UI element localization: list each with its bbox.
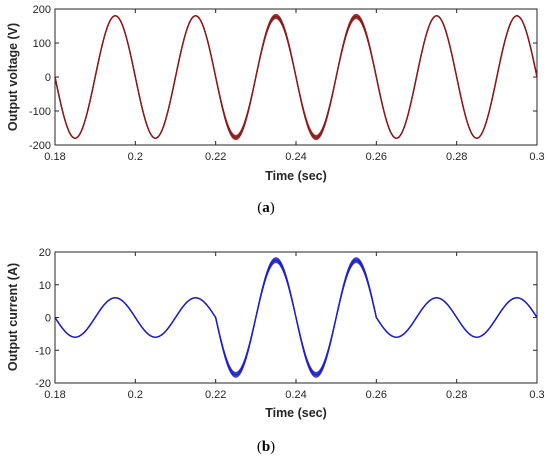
y-tick-label: 0 [45, 72, 51, 84]
y-tick-label: 0 [45, 313, 51, 325]
x-tick-label: 0.26 [366, 151, 387, 163]
caption-letter-a: a [262, 200, 270, 216]
x-tick-label: 0.26 [366, 389, 387, 401]
y-tick-label: -200 [29, 140, 51, 152]
x-ticks-b: 0.18 0.2 0.22 0.24 0.26 0.28 0.3 [44, 252, 545, 401]
series-line [54, 259, 538, 376]
y-tick-label: -10 [35, 345, 51, 357]
x-tick-label: 0.22 [205, 389, 226, 401]
x-tick-label: 0.28 [446, 151, 467, 163]
x-tick-label: 0.3 [529, 389, 544, 401]
y-ticks-b: -20 -10 0 10 20 [35, 247, 537, 390]
y-tick-label: 10 [39, 280, 51, 292]
x-tick-label: 0.18 [44, 151, 65, 163]
x-tick-label: 0.2 [128, 389, 143, 401]
y-tick-label: -20 [35, 378, 51, 390]
series-group-a [54, 13, 538, 141]
y-tick-label: -100 [29, 106, 51, 118]
y-axis-label-a: Output voltage (V) [6, 23, 20, 131]
caption-a: (a) [257, 200, 275, 216]
x-tick-label: 0.18 [44, 389, 65, 401]
x-tick-label: 0.28 [446, 389, 467, 401]
x-ticks-a: 0.18 0.2 0.22 0.24 0.26 0.28 0.3 [44, 9, 545, 163]
x-tick-label: 0.22 [205, 151, 226, 163]
x-axis-label-a: Time (sec) [265, 169, 327, 183]
caption-letter-b: b [262, 439, 270, 455]
y-axis-label-b: Output current (A) [6, 263, 20, 371]
caption-b: (b) [257, 439, 275, 455]
series-line [54, 15, 538, 139]
x-tick-label: 0.2 [128, 151, 143, 163]
series-group-b [54, 257, 538, 378]
x-tick-label: 0.24 [285, 151, 306, 163]
y-tick-label: 100 [33, 38, 51, 50]
x-tick-label: 0.24 [285, 389, 306, 401]
chart-b: -20 -10 0 10 20 0.18 0.2 0.22 0.24 0.26 0.28 0.3 T… [6, 247, 545, 455]
x-tick-label: 0.3 [529, 151, 544, 163]
x-axis-label-b: Time (sec) [265, 406, 327, 420]
y-ticks-a: -200 -100 0 100 200 [29, 4, 537, 152]
y-tick-label: 20 [39, 247, 51, 259]
y-tick-label: 200 [33, 4, 51, 16]
